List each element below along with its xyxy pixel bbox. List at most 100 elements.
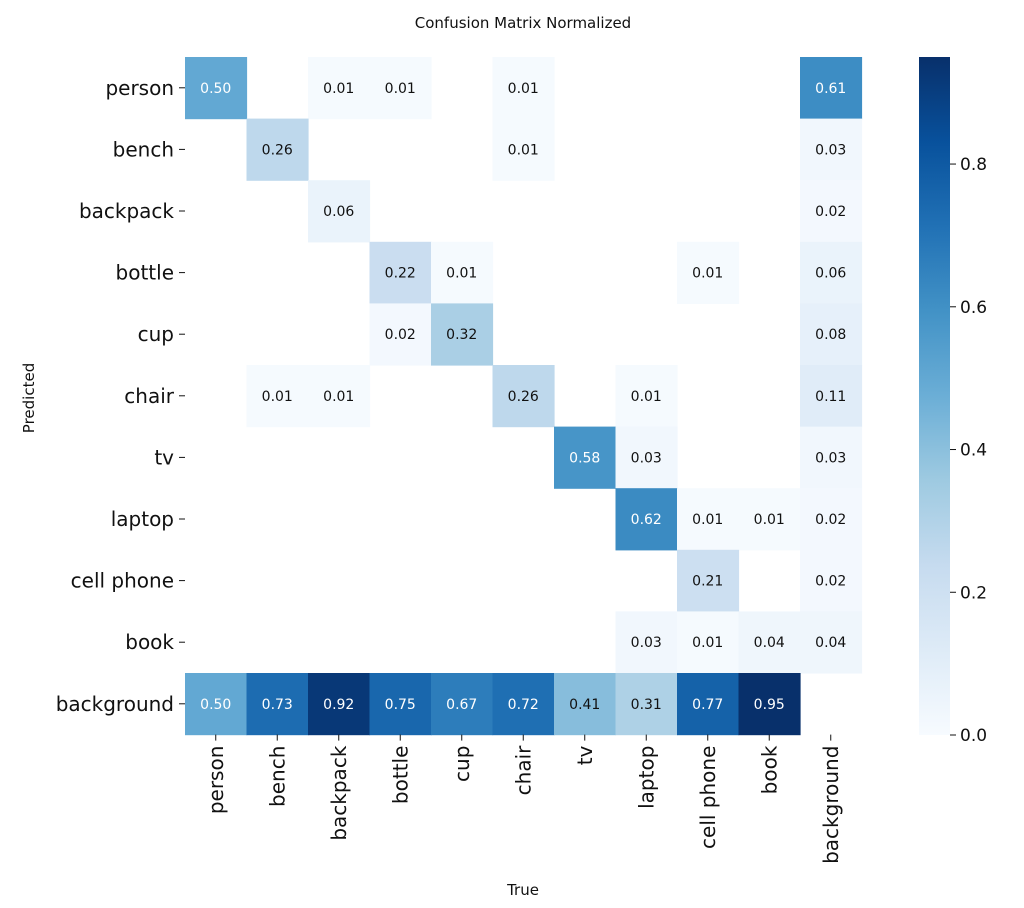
cell-value-label: 0.01 (446, 266, 477, 282)
heatmap-cell (800, 488, 863, 551)
cell-value-label: 0.01 (385, 81, 416, 97)
x-tick-label: bottle (388, 746, 412, 804)
colorbar (919, 57, 950, 735)
heatmap-cell (369, 241, 432, 304)
x-tick-label: backpack (327, 745, 351, 840)
cell-value-label: 0.01 (692, 266, 723, 282)
cell-value-label: 0.01 (508, 142, 539, 158)
cell-value-label: 0.03 (631, 450, 662, 466)
x-tick-label: laptop (634, 746, 658, 809)
x-tick-label: cup (450, 746, 474, 782)
heatmap-cell (615, 488, 678, 551)
heatmap-cell (615, 611, 678, 674)
heatmap-cell (800, 549, 863, 612)
heatmap-cell (738, 611, 801, 674)
cell-value-label: 0.21 (692, 574, 723, 590)
x-axis-label: True (506, 881, 539, 899)
y-tick-label: bottle (116, 261, 174, 285)
heatmap-cell (615, 673, 678, 736)
heatmap-cell (431, 303, 494, 366)
heatmap-cell (615, 426, 678, 489)
cell-value-label: 0.03 (631, 635, 662, 651)
heatmap-cell (369, 673, 432, 736)
cell-value-label: 0.92 (323, 697, 354, 713)
cell-value-label: 0.50 (200, 697, 231, 713)
heatmap-cell (492, 365, 555, 428)
heatmap-cell (677, 241, 740, 304)
x-tick-label: book (757, 745, 781, 794)
cell-value-label: 0.03 (815, 450, 846, 466)
cell-value-label: 0.02 (815, 574, 846, 590)
y-tick-label: tv (154, 445, 174, 469)
heatmap-cell (738, 488, 801, 551)
x-axis-ticks: person bench backpack bottle cup chair tv lapto… (204, 734, 843, 864)
heatmap-cell (308, 365, 371, 428)
heatmap-cell (308, 57, 371, 120)
y-tick-label: cell phone (71, 569, 174, 593)
cell-value-label: 0.75 (385, 697, 416, 713)
cell-value-label: 0.26 (508, 389, 539, 405)
colorbar-tick-label: 0.2 (960, 583, 987, 603)
y-tick-label: chair (124, 384, 174, 408)
y-tick-label: laptop (111, 507, 174, 531)
heatmap-cell (738, 673, 801, 736)
x-tick-label: person (204, 746, 228, 815)
colorbar-tick-label: 0.4 (960, 441, 987, 461)
heatmap-cell (800, 365, 863, 428)
y-axis-ticks: person bench backpack bottle cup chair tv lapto… (56, 76, 185, 716)
cell-value-label: 0.01 (692, 635, 723, 651)
heatmap-cell (492, 673, 555, 736)
x-tick-label: cell phone (696, 746, 720, 849)
cell-value-label: 0.26 (262, 142, 293, 158)
heatmap-cell (554, 673, 617, 736)
cell-value-label: 0.72 (508, 697, 539, 713)
heatmap-cell (677, 549, 740, 612)
cell-value-label: 0.32 (446, 327, 477, 343)
y-tick-label: book (125, 630, 174, 654)
heatmap-cell (308, 180, 371, 243)
cell-value-label: 0.73 (262, 697, 293, 713)
heatmap-cell (246, 365, 309, 428)
colorbar-tick-label: 0.8 (960, 155, 987, 175)
cell-value-label: 0.08 (815, 327, 846, 343)
heatmap-cell (369, 303, 432, 366)
cell-value-label: 0.77 (692, 697, 723, 713)
cell-value-label: 0.11 (815, 389, 846, 405)
cell-value-label: 0.01 (323, 389, 354, 405)
cell-value-label: 0.95 (754, 697, 785, 713)
cell-value-label: 0.03 (815, 142, 846, 158)
x-tick-label: chair (511, 745, 535, 795)
cell-value-label: 0.02 (385, 327, 416, 343)
cell-value-label: 0.22 (385, 266, 416, 282)
cell-value-label: 0.04 (754, 635, 785, 651)
y-tick-label: bench (113, 137, 174, 161)
cell-value-label: 0.01 (262, 389, 293, 405)
chart-title: Confusion Matrix Normalized (415, 14, 631, 32)
heatmap-cell (677, 673, 740, 736)
y-tick-label: cup (138, 322, 174, 346)
heatmap-cell (185, 57, 248, 120)
y-tick-label: background (56, 692, 174, 716)
heatmap-cell (800, 180, 863, 243)
heatmap-cell (308, 673, 371, 736)
cell-value-label: 0.61 (815, 81, 846, 97)
y-tick-label: person (105, 76, 174, 100)
cell-value-label: 0.06 (815, 266, 846, 282)
colorbar-tick-label: 0.6 (960, 298, 987, 318)
cell-value-label: 0.58 (569, 450, 600, 466)
heatmap-cell (554, 426, 617, 489)
heatmap-cell (800, 426, 863, 489)
cell-value-label: 0.31 (631, 697, 662, 713)
heatmap-cell (185, 673, 248, 736)
x-tick-label: bench (265, 746, 289, 807)
cell-value-label: 0.01 (692, 512, 723, 528)
cell-value-label: 0.02 (815, 512, 846, 528)
cell-value-label: 0.02 (815, 204, 846, 220)
heatmap-cell (800, 118, 863, 181)
cell-value-label: 0.01 (323, 81, 354, 97)
y-axis-label: Predicted (20, 363, 38, 433)
cell-value-label: 0.06 (323, 204, 354, 220)
cell-value-label: 0.41 (569, 697, 600, 713)
colorbar-ticks: 0.0 0.2 0.4 0.6 0.8 (950, 155, 987, 746)
